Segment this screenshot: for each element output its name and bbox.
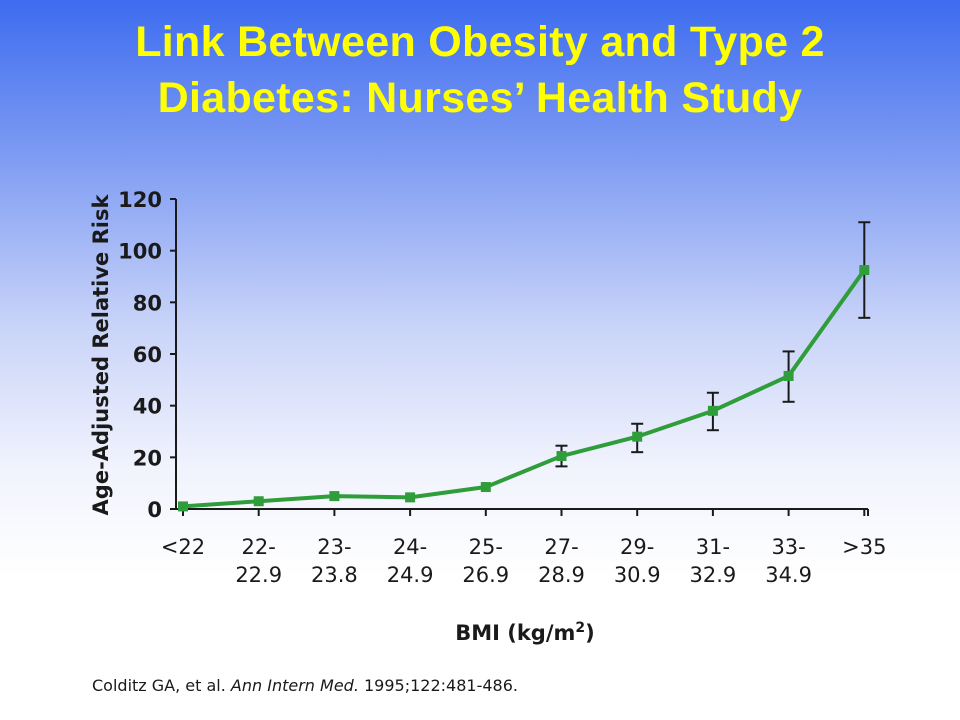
slide-title: Link Between Obesity and Type 2 Diabetes… [0,14,960,126]
data-point [632,431,643,442]
y-axis: 0 20 40 60 80 100 120 [118,188,177,522]
citation: Colditz GA, et al. Ann Intern Med. 1995;… [92,676,518,695]
x-axis: <22 22- 22.9 23- 23.8 24- 24.9 25- 26.9 27- 28.9 29… [161,508,886,587]
x-tick-label: 22.9 [235,563,282,587]
y-tick-label: 60 [133,343,162,367]
data-point [329,491,340,502]
y-tick-label: 100 [118,240,162,264]
data-point [859,265,870,276]
y-axis-label: Age-Adjusted Relative Risk [89,194,113,516]
x-tick-label: 23- [317,535,351,559]
data-point [707,405,718,416]
data-point [783,370,794,381]
y-tick-label: 80 [133,291,162,315]
title-line-2: Diabetes: Nurses’ Health Study [157,74,803,122]
y-tick-label: 0 [147,498,162,522]
citation-details: 1995;122:481-486. [364,676,518,695]
x-tick-label: 30.9 [614,563,661,587]
y-tick-label: 20 [133,446,162,470]
title-line-1: Link Between Obesity and Type 2 [135,18,825,66]
x-tick-label: 29- [620,535,654,559]
x-tick-label: 27- [544,535,578,559]
y-tick-label: 120 [118,188,162,212]
x-tick-label: <22 [161,535,205,559]
series [178,221,871,512]
data-point [480,482,491,493]
x-tick-label: 33- [771,535,805,559]
x-tick-label: 24.9 [387,563,434,587]
x-tick-label: 31- [696,535,730,559]
citation-authors: Colditz GA, et al. [92,676,226,695]
x-tick-label: 24- [393,535,427,559]
data-point [253,496,264,507]
x-tick-label: 26.9 [462,563,509,587]
data-point [556,451,567,462]
x-tick-label: 25- [469,535,503,559]
x-tick-label: >35 [842,535,886,559]
x-tick-label: 28.9 [538,563,585,587]
data-point [405,492,416,503]
series-line [182,268,866,509]
x-tick-label: 22- [242,535,276,559]
citation-journal: Ann Intern Med. [230,676,359,695]
data-point [178,501,188,512]
x-tick-label: 32.9 [690,563,737,587]
x-tick-label: 34.9 [765,563,812,587]
x-tick-label: 23.8 [311,563,358,587]
x-axis-label: BMI (kg/m2) [455,620,595,645]
y-tick-label: 40 [133,395,162,419]
